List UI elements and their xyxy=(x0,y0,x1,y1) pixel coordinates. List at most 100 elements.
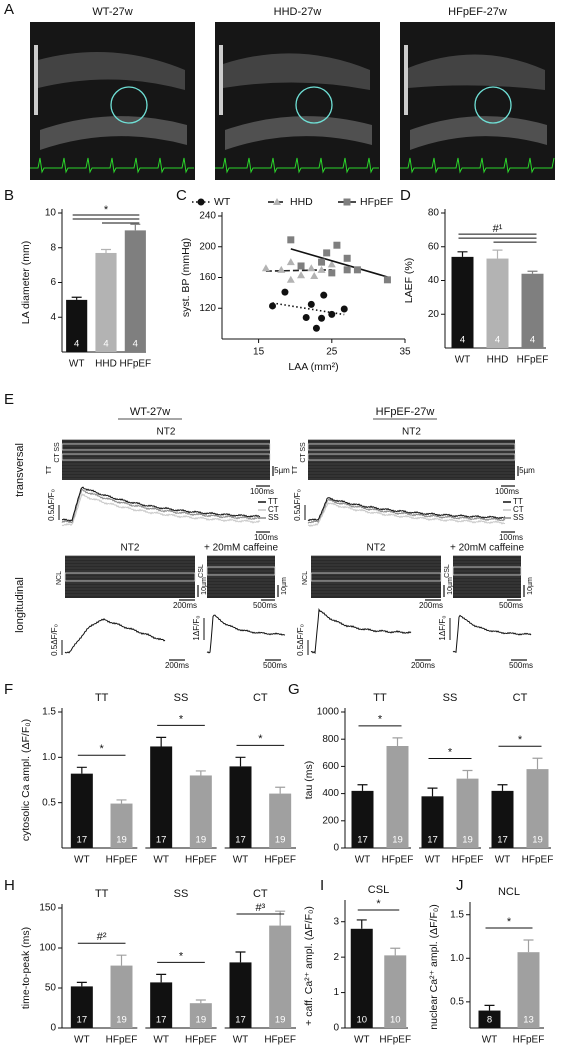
significance-label: #¹ xyxy=(493,223,503,235)
significance-label: * xyxy=(179,950,184,962)
la-outline xyxy=(474,86,512,124)
bar xyxy=(66,299,88,352)
legend-marker xyxy=(343,198,351,206)
bar xyxy=(150,746,173,848)
label: 500ms xyxy=(509,661,533,670)
label: 5µm xyxy=(519,466,535,475)
label: 0.5ΔF/F₀ xyxy=(50,624,59,656)
y-tick-label: 50 xyxy=(45,983,57,994)
error-bar xyxy=(532,757,543,770)
panel-letter: B xyxy=(4,187,14,204)
legend-label: HHD xyxy=(290,196,313,208)
label: CT xyxy=(54,453,61,463)
significance-label: * xyxy=(100,743,105,755)
trend-line xyxy=(290,248,388,278)
y-tick-label: 20 xyxy=(428,309,440,320)
label: 10µm xyxy=(527,577,534,595)
trace xyxy=(64,618,166,654)
bar xyxy=(189,1003,212,1028)
y-tick-label: 8 xyxy=(50,242,56,253)
x-tick-label: HFpEF xyxy=(106,855,138,866)
y-tick-label: 150 xyxy=(39,903,56,914)
trace xyxy=(62,486,261,522)
error-bar xyxy=(275,910,286,926)
point xyxy=(323,249,331,257)
x-tick-label: HFpEF xyxy=(185,1035,217,1046)
image-title: HFpEF-27w xyxy=(448,6,507,18)
y-tick-label: 0.5 xyxy=(450,996,464,1007)
label: 5µm xyxy=(274,466,290,475)
echo-scale xyxy=(34,45,38,115)
y-tick-label: 100 xyxy=(39,943,56,954)
group-label: CT xyxy=(253,888,268,900)
x-tick-label: HHD xyxy=(95,359,117,370)
y-tick-label: 1 xyxy=(333,987,339,998)
bar xyxy=(124,230,146,352)
panel-letter: D xyxy=(400,187,411,204)
echo-texture xyxy=(223,53,370,90)
trace xyxy=(307,497,506,522)
error-bar xyxy=(156,973,167,983)
x-tick-label: HFpEF xyxy=(106,1035,138,1046)
n-label: 17 xyxy=(497,835,508,846)
y-tick-label: 600 xyxy=(322,761,339,772)
n-label: 4 xyxy=(460,335,465,346)
panel-letter: F xyxy=(4,681,13,698)
bar xyxy=(478,1010,501,1028)
x-tick-label: HFpEF xyxy=(522,855,554,866)
point xyxy=(310,271,319,279)
group-label: SS xyxy=(443,692,458,704)
y-tick-label: 160 xyxy=(199,272,216,283)
bar xyxy=(229,766,252,848)
bar xyxy=(386,746,409,848)
significance-label: * xyxy=(448,746,453,758)
n-label: 4 xyxy=(530,335,535,346)
significance-label: * xyxy=(518,734,523,746)
label: NCL xyxy=(302,571,309,585)
label: SS xyxy=(513,513,524,522)
n-label: 19 xyxy=(392,835,403,846)
significance-label: #³ xyxy=(255,902,265,914)
x-tick-label: HFpEF xyxy=(379,1035,411,1046)
y-axis-label: + caff. Ca²⁺ ampl. (ΔF/F₀) xyxy=(303,906,315,1026)
x-tick-label: WT xyxy=(233,1035,249,1046)
x-tick-label: HFpEF xyxy=(264,855,296,866)
point xyxy=(307,300,315,308)
x-tick-label: WT xyxy=(69,359,85,370)
label: CSL xyxy=(444,564,451,578)
bar xyxy=(486,258,509,348)
y-tick-label: 10 xyxy=(45,208,57,219)
y-tick-label: 120 xyxy=(199,303,216,314)
point xyxy=(328,269,336,277)
n-label: 17 xyxy=(156,835,167,846)
error-bar xyxy=(427,787,438,797)
n-label: 19 xyxy=(196,835,207,846)
bar xyxy=(229,962,252,1028)
condition-title: WT-27w xyxy=(130,406,170,418)
condition-title: HFpEF-27w xyxy=(376,406,435,418)
x-tick-label: 15 xyxy=(253,347,265,358)
x-tick-label: HFpEF xyxy=(452,855,484,866)
group-label: CSL xyxy=(368,884,389,896)
label: 100ms xyxy=(250,487,274,496)
significance-label: * xyxy=(179,713,184,725)
trace xyxy=(61,492,261,527)
group-label: TT xyxy=(373,692,387,704)
error-bar xyxy=(523,939,534,953)
bar xyxy=(189,775,212,848)
echo-scale xyxy=(404,45,408,115)
n-label: 17 xyxy=(235,835,246,846)
bar xyxy=(351,790,374,848)
error-bar xyxy=(130,223,141,231)
bar xyxy=(517,952,540,1028)
x-tick-label: WT xyxy=(74,855,90,866)
ecg-trace xyxy=(30,157,194,174)
significance-label: * xyxy=(378,714,383,726)
bar xyxy=(95,252,117,352)
region-box xyxy=(61,453,271,461)
la-outline xyxy=(295,86,333,124)
x-tick-label: 25 xyxy=(326,347,338,358)
error-bar xyxy=(235,756,246,767)
point xyxy=(286,258,295,266)
